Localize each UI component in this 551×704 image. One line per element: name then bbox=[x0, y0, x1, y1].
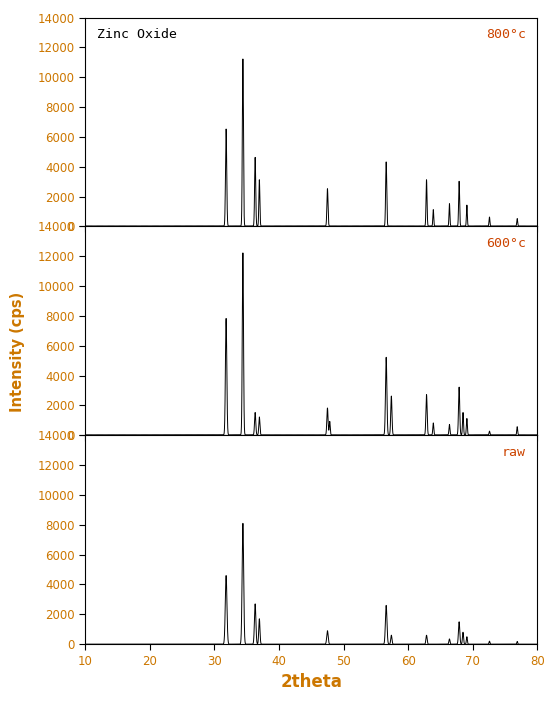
Text: 800°c: 800°c bbox=[486, 28, 526, 41]
Text: 600°c: 600°c bbox=[486, 237, 526, 250]
Text: raw: raw bbox=[502, 446, 526, 459]
X-axis label: 2theta: 2theta bbox=[280, 673, 342, 691]
Text: Zinc Oxide: Zinc Oxide bbox=[97, 28, 177, 41]
Text: Intensity (cps): Intensity (cps) bbox=[10, 292, 25, 412]
